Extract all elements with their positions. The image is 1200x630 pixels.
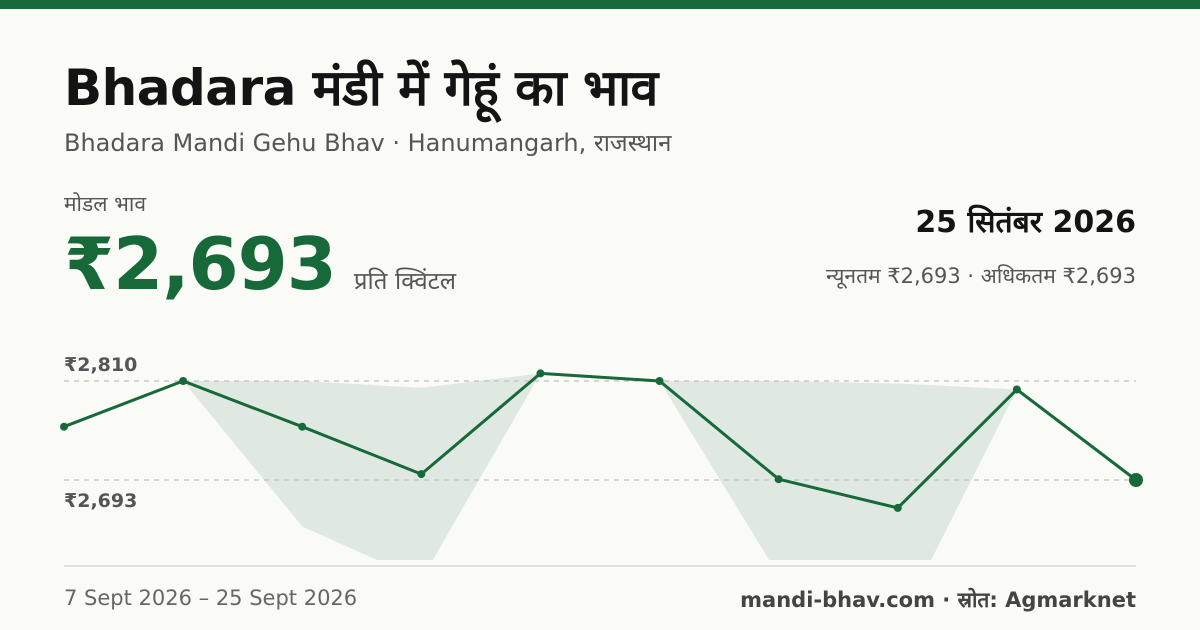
price-trend-chart: ₹2,810 ₹2,693 [60,354,1143,560]
date-period: 7 Sept 2026 – 25 Sept 2026 [64,586,358,610]
data-point [298,422,307,431]
model-price-row: ₹2,693 प्रति क्विंटल [64,222,456,306]
latest-data-point [1129,473,1143,487]
price-unit: प्रति क्विंटल [353,267,457,295]
data-point [893,503,902,512]
top-accent-bar [0,0,1200,9]
model-price-value: ₹2,693 [64,222,337,306]
page-title: Bhadara मंडी में गेहूं का भाव [64,59,658,117]
price-line [62,371,1138,510]
data-point [774,475,783,484]
data-point [417,470,426,479]
data-point [179,377,188,385]
data-point [655,377,664,385]
model-price-label: मोडल भाव [64,192,147,216]
report-date: 25 सितंबर 2026 [915,205,1136,240]
data-point [536,369,545,378]
footer-divider [64,565,1136,567]
page-subtitle: Bhadara Mandi Gehu Bhav · Hanumangarh, र… [64,129,672,157]
data-point [1012,385,1021,394]
y-tick-label: ₹2,693 [64,490,137,512]
y-tick-label: ₹2,810 [64,354,137,376]
site-source: mandi-bhav.com · स्रोत: Agmarknet [740,588,1136,612]
min-max-range: न्यूनतम ₹2,693 · अधिकतम ₹2,693 [826,264,1136,288]
min-max-band [64,373,1136,560]
data-point [60,422,68,431]
